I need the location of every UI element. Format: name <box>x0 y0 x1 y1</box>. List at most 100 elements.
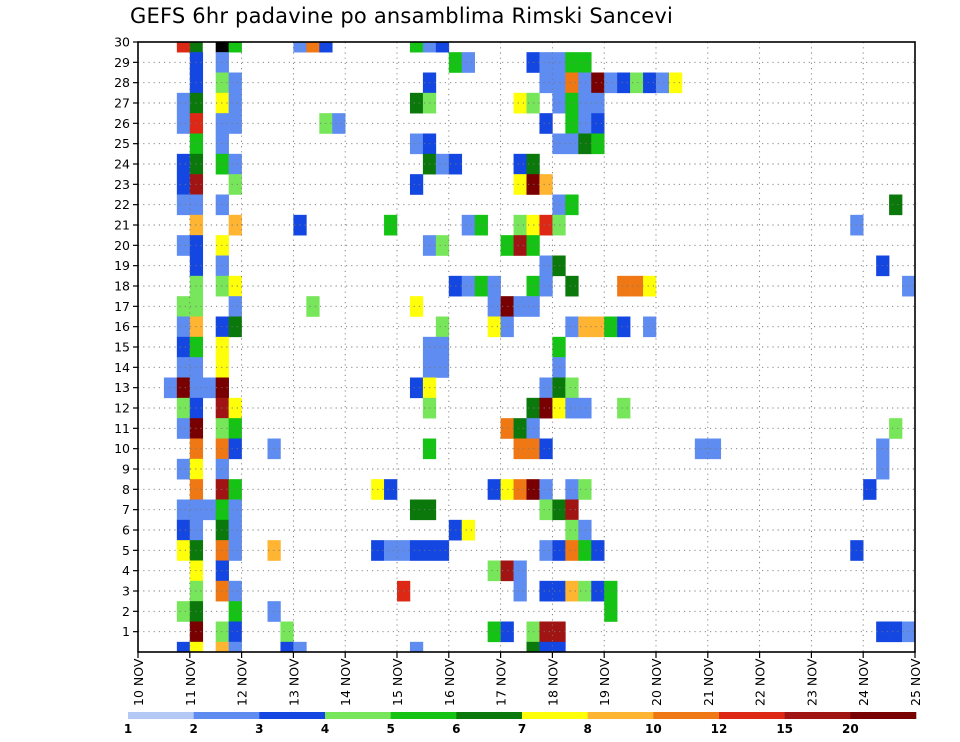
precip-cell <box>578 92 592 114</box>
precip-cell <box>215 641 229 653</box>
precip-cell <box>189 336 204 358</box>
x-tick-label: 20 NOV <box>649 658 664 706</box>
precip-cell <box>189 479 204 500</box>
x-tick-label: 16 NOV <box>442 658 457 706</box>
precip-cell <box>552 52 566 73</box>
precip-cell <box>176 499 191 521</box>
y-tick-label: 6 <box>122 523 130 538</box>
precip-cell <box>617 275 631 297</box>
precip-cell <box>189 438 204 460</box>
y-tick-label: 10 <box>114 441 130 456</box>
precip-cell <box>487 296 501 317</box>
x-tick-label: 25 NOV <box>908 658 923 706</box>
precip-cell <box>565 377 579 399</box>
precip-cell <box>176 418 191 439</box>
precip-cell <box>565 540 579 561</box>
precip-cell <box>409 92 424 114</box>
precip-cell <box>539 621 553 643</box>
precip-cell <box>435 540 450 561</box>
precip-cell <box>189 519 204 541</box>
colorbar-label: 2 <box>189 722 197 736</box>
x-tick-label: 15 NOV <box>390 658 405 706</box>
precip-cell <box>591 72 605 94</box>
precip-cell <box>189 560 204 582</box>
y-tick-label: 2 <box>122 604 130 619</box>
precip-cell <box>409 540 424 561</box>
precip-cell <box>552 499 566 521</box>
precip-cell <box>565 499 579 521</box>
precip-cell <box>435 235 450 256</box>
precip-cell <box>189 621 204 643</box>
y-tick-label: 7 <box>122 502 130 517</box>
precip-cell <box>578 580 592 602</box>
x-tick-label: 22 NOV <box>753 658 768 706</box>
colorbar-swatch <box>325 712 391 719</box>
precip-cell <box>228 580 242 602</box>
precip-cell <box>176 153 191 175</box>
precip-cell <box>228 479 242 500</box>
x-axis: 10 NOV 11 NOV 12 NOV 13 NOV 14 NOV 15 NOV 16 N… <box>131 652 923 706</box>
precip-cell <box>539 438 553 460</box>
precip-cell <box>228 296 242 317</box>
precip-cell <box>565 72 579 94</box>
precip-cell <box>539 499 553 521</box>
precip-cell <box>539 377 553 399</box>
precip-cell <box>591 540 605 561</box>
precip-cell <box>293 42 307 53</box>
precip-cell <box>578 52 592 73</box>
precip-cell <box>435 336 450 358</box>
precip-cell <box>539 52 553 73</box>
precip-cell <box>513 580 527 602</box>
precip-cell <box>189 418 204 439</box>
y-tick-label: 30 <box>114 35 130 50</box>
precip-cell <box>565 194 579 216</box>
precip-cell <box>228 540 242 561</box>
precip-cell <box>228 641 242 653</box>
precip-cell <box>513 438 527 460</box>
precip-cell <box>552 357 566 378</box>
colorbar-swatch <box>653 712 720 719</box>
precip-cell <box>189 72 204 94</box>
y-tick-label: 17 <box>114 299 130 314</box>
precip-cell <box>176 113 191 134</box>
precip-cell <box>591 92 605 114</box>
y-tick-label: 23 <box>114 177 130 192</box>
precip-cell <box>384 214 398 236</box>
precip-cell <box>578 72 592 94</box>
precip-cell <box>461 275 475 297</box>
precip-cell <box>163 377 178 399</box>
precip-cell <box>176 377 191 399</box>
y-tick-label: 8 <box>122 482 130 497</box>
precip-cell <box>202 42 216 53</box>
y-tick-label: 19 <box>114 258 130 273</box>
precip-cell <box>435 153 450 175</box>
precip-cell <box>189 255 204 277</box>
precip-cell <box>228 214 242 236</box>
x-tick-label: 24 NOV <box>856 658 871 706</box>
precip-cell <box>228 92 242 114</box>
precip-cell <box>228 418 242 439</box>
precip-cell <box>176 540 191 561</box>
precip-cell <box>513 418 527 439</box>
precip-cell <box>863 479 877 500</box>
precip-cell <box>656 72 670 94</box>
precip-cell <box>306 296 320 317</box>
precip-cell <box>513 92 527 114</box>
precip-cell <box>176 42 191 53</box>
precip-cell <box>280 621 294 643</box>
precip-cell <box>280 641 294 653</box>
precip-cell <box>215 42 229 53</box>
precip-cell <box>409 499 424 521</box>
precip-cell <box>513 560 527 582</box>
precip-cell <box>565 397 579 419</box>
precip-cell <box>189 113 204 134</box>
precip-cell <box>552 397 566 419</box>
precip-cell <box>487 560 501 582</box>
precip-cell <box>176 316 191 338</box>
precip-cell <box>228 153 242 175</box>
precip-cell <box>228 275 242 297</box>
precip-cell <box>578 479 592 500</box>
precip-cell <box>552 621 566 643</box>
precip-cell <box>539 397 553 419</box>
y-tick-label: 21 <box>114 218 130 233</box>
